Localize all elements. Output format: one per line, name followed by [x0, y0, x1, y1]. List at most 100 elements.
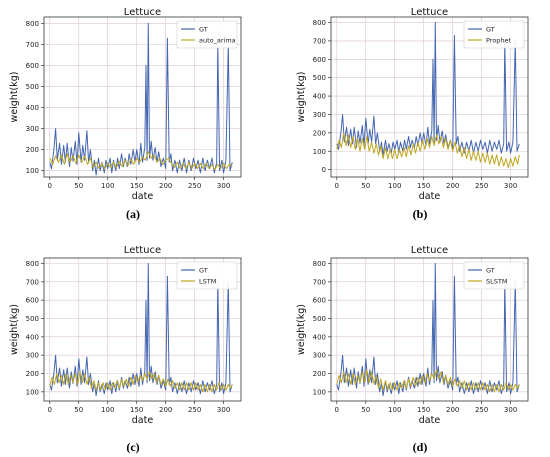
panel-caption: (d) [413, 440, 428, 454]
legend-label: Prophet [486, 37, 512, 45]
legend-box [176, 20, 238, 49]
axes-frame [330, 257, 529, 402]
x-tick-label: 300 [504, 182, 517, 190]
y-tick-label: 100 [313, 148, 326, 156]
chart-panel-a: 0 50 100 150 200 250 300 100 200 300 400 500 600 700 8… [9, 7, 242, 221]
y-tick-label: 300 [313, 352, 326, 360]
chart-panel-d: 0 50 100 150 200 250 300 100 200 300 400 500 600 700 8… [296, 245, 529, 454]
y-tick-label: 600 [313, 297, 326, 305]
series-line-gt [336, 263, 520, 396]
legend-box [176, 261, 238, 290]
x-tick-label: 150 [130, 406, 143, 414]
legend: GT LSTM [176, 261, 238, 290]
y-tick-label: 200 [26, 146, 39, 154]
y-tick-label: 400 [26, 333, 39, 341]
y-axis-label: weight(kg) [296, 304, 307, 355]
chart-title: Lettuce [411, 245, 448, 256]
chart-panel-b: 0 50 100 150 200 250 300 0 100 200 300 400 500 600 700… [296, 7, 529, 221]
x-tick-label: 200 [446, 406, 459, 414]
x-tick-label: 250 [188, 182, 201, 190]
x-tick-label: 50 [361, 406, 370, 414]
y-tick-label: 800 [26, 260, 39, 268]
x-tick-label: 100 [388, 182, 401, 190]
x-tick-label: 0 [48, 182, 52, 190]
x-tick-label: 100 [388, 406, 401, 414]
chart-title: Lettuce [124, 245, 161, 256]
chart-title: Lettuce [411, 7, 448, 18]
x-tick-label: 150 [417, 406, 430, 414]
x-tick-label: 0 [335, 182, 339, 190]
axes-frame [330, 16, 529, 178]
series-line-gt [49, 22, 233, 176]
x-tick-label: 250 [475, 182, 488, 190]
y-axis-label: weight(kg) [296, 72, 307, 123]
x-tick-label: 50 [361, 182, 370, 190]
x-tick-label: 100 [101, 406, 114, 414]
y-tick-label: 400 [313, 333, 326, 341]
y-tick-label: 500 [26, 315, 39, 323]
y-tick-label: 300 [313, 111, 326, 119]
y-axis-label: weight(kg) [9, 72, 20, 123]
axes-frame [43, 16, 242, 178]
y-tick-label: 200 [313, 370, 326, 378]
y-tick-label: 400 [313, 93, 326, 101]
x-tick-label: 200 [159, 406, 172, 414]
y-tick-label: 700 [26, 278, 39, 286]
y-tick-label: 300 [26, 352, 39, 360]
legend: GT auto_arima [176, 20, 238, 49]
x-tick-label: 0 [48, 406, 52, 414]
legend-box [463, 20, 525, 49]
legend: GT Prophet [463, 20, 525, 49]
x-tick-label: 50 [74, 182, 83, 190]
panel-caption: (c) [126, 440, 139, 454]
x-tick-label: 200 [159, 182, 172, 190]
x-tick-label: 250 [475, 406, 488, 414]
legend-label: GT [199, 26, 208, 34]
panel-caption: (a) [126, 207, 140, 221]
series-line-slstm [336, 369, 520, 393]
series-line-lstm [49, 371, 233, 393]
y-tick-label: 500 [26, 83, 39, 91]
legend-label: GT [486, 267, 495, 275]
legend-label: GT [486, 26, 495, 34]
x-tick-label: 300 [217, 182, 230, 190]
series-line-prophet [336, 132, 520, 169]
series-line-gt [49, 263, 233, 396]
y-tick-label: 700 [313, 278, 326, 286]
y-tick-label: 200 [26, 370, 39, 378]
y-tick-label: 600 [26, 297, 39, 305]
x-tick-label: 250 [188, 406, 201, 414]
x-tick-label: 100 [101, 182, 114, 190]
x-axis-label: date [419, 191, 441, 202]
y-axis-label: weight(kg) [9, 304, 20, 355]
y-tick-label: 700 [313, 37, 326, 45]
legend-label: GT [199, 267, 208, 275]
y-tick-label: 300 [26, 125, 39, 133]
y-tick-label: 800 [313, 260, 326, 268]
y-tick-label: 800 [26, 20, 39, 28]
chart-panel-c: 0 50 100 150 200 250 300 100 200 300 400 500 600 700 8… [9, 245, 242, 454]
x-axis-label: date [132, 415, 154, 426]
x-tick-label: 150 [130, 182, 143, 190]
y-tick-label: 200 [313, 129, 326, 137]
y-tick-label: 600 [26, 62, 39, 70]
x-axis-label: date [419, 415, 441, 426]
y-tick-label: 0 [322, 166, 326, 174]
x-tick-label: 0 [335, 406, 339, 414]
series-line-auto-arima [49, 151, 233, 171]
legend-label: SLSTM [486, 278, 507, 286]
panel-caption: (b) [413, 207, 428, 221]
y-tick-label: 100 [26, 388, 39, 396]
chart-title: Lettuce [124, 7, 161, 18]
y-tick-label: 100 [313, 388, 326, 396]
axes-frame [43, 257, 242, 402]
x-tick-label: 300 [217, 406, 230, 414]
legend: GT SLSTM [463, 261, 525, 290]
y-tick-label: 600 [313, 56, 326, 64]
x-tick-label: 150 [417, 182, 430, 190]
x-axis-label: date [132, 191, 154, 202]
x-tick-label: 300 [504, 406, 517, 414]
legend-label: LSTM [199, 278, 216, 286]
y-tick-label: 500 [313, 74, 326, 82]
